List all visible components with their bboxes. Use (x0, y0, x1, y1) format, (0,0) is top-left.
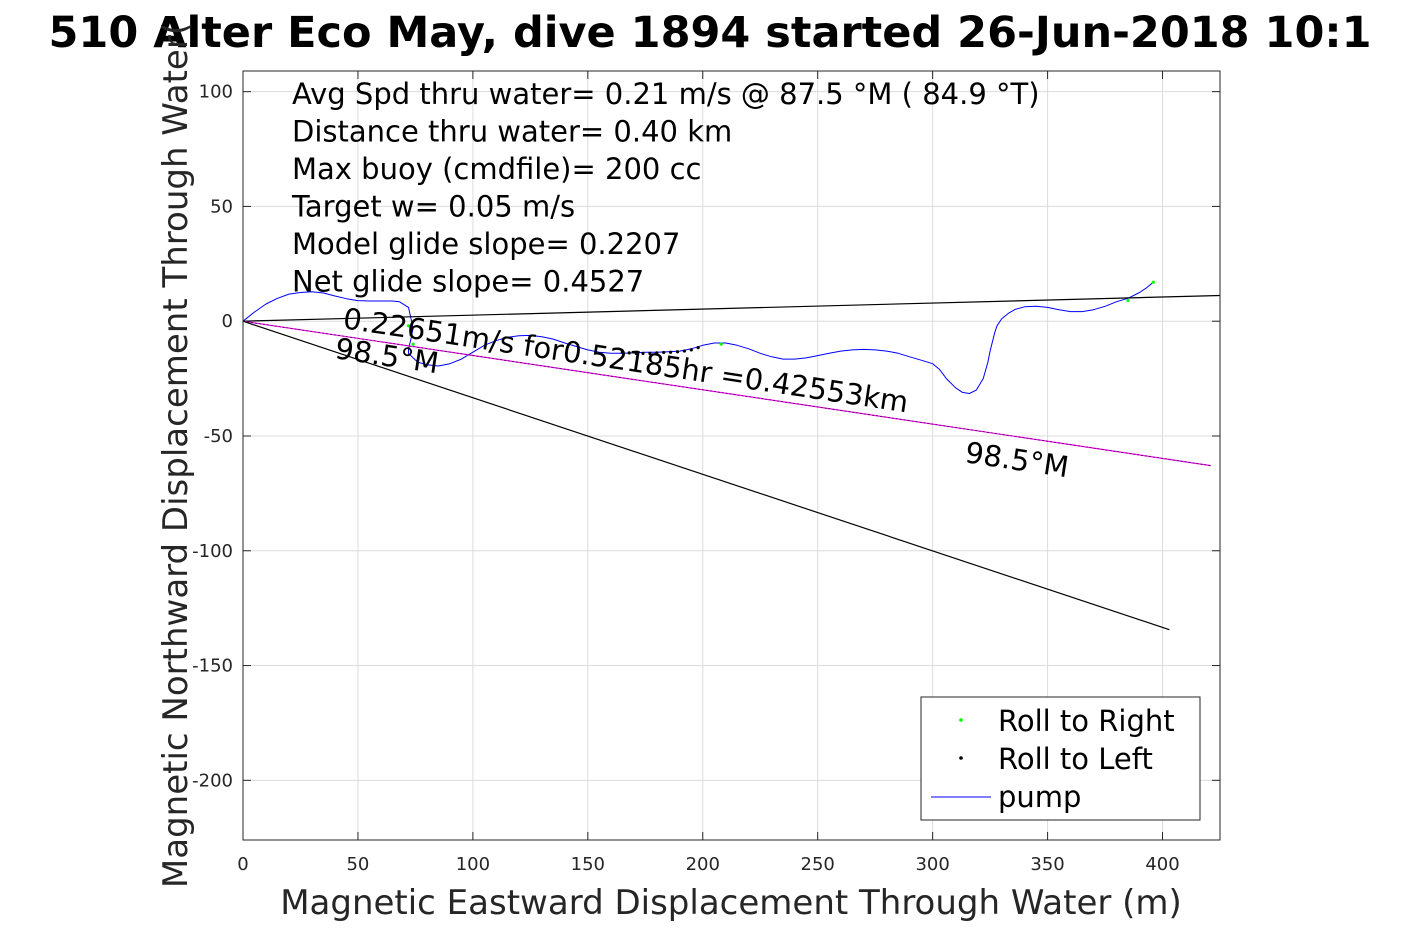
y-axis-label: Magnetic Northward Displacement Through … (156, 22, 196, 888)
x-tick-label: 250 (801, 854, 835, 875)
legend-label-roll-right: Roll to Right (998, 704, 1175, 738)
roll-right-point (409, 333, 413, 337)
y-tick-label: -150 (192, 656, 233, 677)
x-tick-label: 400 (1145, 854, 1179, 875)
roll-left-point (648, 351, 652, 355)
x-tick-label: 300 (915, 854, 949, 875)
annotation-line: Distance thru water= 0.40 km (292, 115, 732, 149)
x-tick-label: 200 (686, 854, 720, 875)
y-tick-label: -50 (204, 426, 233, 447)
annotation-line: Model glide slope= 0.2207 (292, 227, 680, 261)
roll-right-point (719, 342, 723, 346)
roll-left-point (675, 350, 680, 354)
legend-marker-roll-left (959, 756, 963, 760)
annotation-line: Target w= 0.05 m/s (291, 190, 575, 224)
y-tick-label: 0 (222, 311, 233, 332)
roll-left-point (696, 346, 700, 350)
roll-right-point (1126, 298, 1130, 303)
y-tick-label: -200 (192, 770, 233, 791)
roll-left-point (668, 350, 673, 354)
annotations: Avg Spd thru water= 0.21 m/s @ 87.5 °M (… (291, 77, 1040, 299)
x-tick-label: 150 (571, 854, 605, 875)
x-tick-label: 100 (456, 854, 490, 875)
model-glide-line (242, 294, 1221, 322)
track-line (242, 281, 1154, 394)
x-tick-label: 50 (346, 854, 369, 875)
legend-label-pump: pump (998, 780, 1081, 814)
roll-left-point (620, 350, 624, 354)
roll-left-point (655, 351, 659, 355)
x-tick-label: 0 (237, 854, 248, 875)
heading-line-dotted (242, 320, 1211, 466)
roll-left-point (689, 348, 693, 352)
x-axis-label: Magnetic Eastward Displacement Through W… (280, 883, 1182, 923)
roll-left-point (627, 351, 631, 355)
roll-left-point (641, 351, 645, 355)
plot-lines (242, 281, 1221, 631)
roll-left-point (682, 349, 686, 353)
y-tick-label: 100 (199, 82, 233, 103)
roll-right-point (406, 324, 411, 328)
legend-box (920, 696, 1201, 821)
legend: Roll to Right Roll to Left pump (920, 696, 1201, 821)
plot-markers (406, 280, 1155, 355)
legend-label-roll-left: Roll to Left (998, 742, 1153, 776)
roll-right-point (411, 342, 415, 346)
annotation-line: Max buoy (cmdfile)= 200 cc (292, 152, 701, 186)
annotation-line: Net glide slope= 0.4527 (292, 265, 644, 299)
roll-left-point (662, 350, 666, 355)
net-glide-line (242, 320, 1170, 631)
axes-box (242, 70, 1221, 841)
roll-right-point (1151, 280, 1155, 284)
y-tick-label: 50 (210, 196, 233, 217)
tick-labels: 0 50 100 150 200 250 300 350 400 100 50 0 -50 -100 -15… (192, 82, 1180, 875)
x-tick-label: 350 (1030, 854, 1064, 875)
y-tick-label: -100 (192, 541, 233, 562)
legend-marker-roll-right (959, 718, 963, 722)
chart-title: 510 Alter Eco May, dive 1894 started 26-… (48, 8, 1371, 58)
roll-left-point (634, 351, 638, 355)
annotation-line: Avg Spd thru water= 0.21 m/s @ 87.5 °M (… (292, 77, 1040, 111)
